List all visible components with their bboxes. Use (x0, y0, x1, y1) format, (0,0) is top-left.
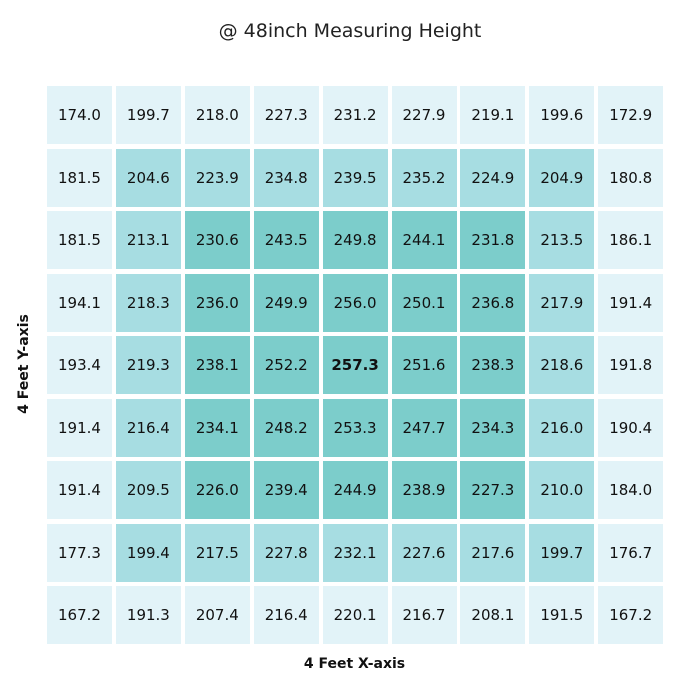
heatmap-cell: 239.4 (253, 461, 319, 519)
heatmap-cell: 217.9 (529, 273, 595, 332)
heatmap-cell: 224.9 (460, 148, 526, 207)
heatmap-cell: 176.7 (598, 523, 664, 582)
heatmap-cell: 218.0 (184, 86, 250, 144)
heatmap-cell: 249.9 (253, 273, 319, 332)
heatmap-cell: 231.8 (460, 211, 526, 269)
heatmap-cell: 180.8 (598, 148, 664, 207)
heatmap-cell: 199.7 (115, 86, 181, 144)
heatmap-cell: 252.2 (253, 336, 319, 394)
heatmap-cell: 184.0 (598, 461, 664, 519)
heatmap-cell: 226.0 (184, 461, 250, 519)
heatmap-cell: 216.4 (253, 586, 319, 644)
heatmap-cell: 227.3 (460, 461, 526, 519)
heatmap-cell: 191.3 (115, 586, 181, 644)
heatmap-cell: 219.1 (460, 86, 526, 144)
heatmap-cell: 238.1 (184, 336, 250, 394)
heatmap-cell: 174.0 (47, 86, 112, 144)
heatmap-cell: 227.3 (253, 86, 319, 144)
heatmap-cell: 219.3 (115, 336, 181, 394)
heatmap-cell: 204.6 (115, 148, 181, 207)
heatmap-cell: 204.9 (529, 148, 595, 207)
heatmap-cell: 177.3 (47, 523, 112, 582)
heatmap-cell: 247.7 (391, 398, 457, 457)
heatmap-cell: 235.2 (391, 148, 457, 207)
heatmap-cell: 216.7 (391, 586, 457, 644)
heatmap-cell: 217.6 (460, 523, 526, 582)
x-axis-label: 4 Feet X-axis (303, 656, 406, 672)
heatmap-cell: 199.6 (529, 86, 595, 144)
heatmap-cell: 191.4 (47, 461, 112, 519)
heatmap-grid: 174.0 199.7 218.0 227.3 231.2 227.9 219.1 199.6… (47, 86, 664, 644)
heatmap-cell: 248.2 (253, 398, 319, 457)
heatmap-cell: 234.8 (253, 148, 319, 207)
y-axis-label: 4 Feet Y-axis (16, 314, 32, 414)
heatmap-cell: 167.2 (598, 586, 664, 644)
heatmap-cell: 209.5 (115, 461, 181, 519)
heatmap-cell: 244.9 (322, 461, 388, 519)
heatmap-cell: 223.9 (184, 148, 250, 207)
heatmap-cell: 186.1 (598, 211, 664, 269)
heatmap-cell: 181.5 (47, 211, 112, 269)
heatmap-cell: 227.6 (391, 523, 457, 582)
heatmap-cell: 191.4 (598, 273, 664, 332)
heatmap-cell: 217.5 (184, 523, 250, 582)
heatmap-cell: 172.9 (598, 86, 664, 144)
heatmap-cell: 257.3 (322, 336, 388, 394)
heatmap-cell: 244.1 (391, 211, 457, 269)
heatmap-cell: 243.5 (253, 211, 319, 269)
heatmap-cell: 199.7 (529, 523, 595, 582)
heatmap-cell: 218.6 (529, 336, 595, 394)
heatmap-cell: 232.1 (322, 523, 388, 582)
heatmap-cell: 251.6 (391, 336, 457, 394)
heatmap-cell: 216.4 (115, 398, 181, 457)
heatmap-cell: 191.8 (598, 336, 664, 394)
heatmap-cell: 190.4 (598, 398, 664, 457)
heatmap-cell: 249.8 (322, 211, 388, 269)
heatmap-cell: 231.2 (322, 86, 388, 144)
heatmap-cell: 181.5 (47, 148, 112, 207)
heatmap-cell: 220.1 (322, 586, 388, 644)
heatmap-cell: 191.5 (529, 586, 595, 644)
heatmap-cell: 210.0 (529, 461, 595, 519)
heatmap-cell: 230.6 (184, 211, 250, 269)
heatmap-cell: 250.1 (391, 273, 457, 332)
heatmap-cell: 238.9 (391, 461, 457, 519)
heatmap-cell: 213.1 (115, 211, 181, 269)
heatmap-cell: 213.5 (529, 211, 595, 269)
heatmap-cell: 216.0 (529, 398, 595, 457)
heatmap-cell: 253.3 (322, 398, 388, 457)
heatmap-cell: 207.4 (184, 586, 250, 644)
heatmap-cell: 234.3 (460, 398, 526, 457)
heatmap-cell: 236.0 (184, 273, 250, 332)
heatmap-cell: 238.3 (460, 336, 526, 394)
heatmap-cell: 236.8 (460, 273, 526, 332)
heatmap-cell: 193.4 (47, 336, 112, 394)
heatmap-cell: 199.4 (115, 523, 181, 582)
heatmap-cell: 191.4 (47, 398, 112, 457)
heatmap-cell: 218.3 (115, 273, 181, 332)
heatmap-cell: 227.8 (253, 523, 319, 582)
heatmap-cell: 234.1 (184, 398, 250, 457)
chart-title: @ 48inch Measuring Height (218, 20, 482, 42)
heatmap-cell: 239.5 (322, 148, 388, 207)
heatmap-cell: 256.0 (322, 273, 388, 332)
heatmap-cell: 227.9 (391, 86, 457, 144)
heatmap-cell: 194.1 (47, 273, 112, 332)
heatmap-cell: 167.2 (47, 586, 112, 644)
heatmap-cell: 208.1 (460, 586, 526, 644)
